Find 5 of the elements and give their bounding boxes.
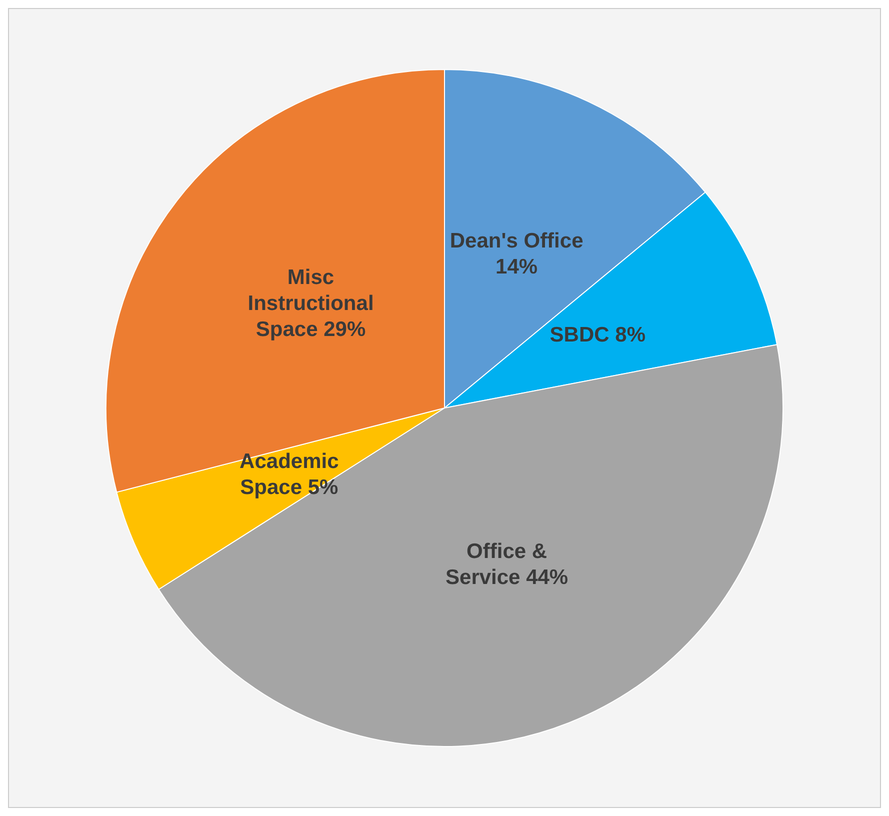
slice-label: Misc Instructional Space 29%: [248, 266, 374, 342]
slice-label: Office & Service 44%: [446, 540, 568, 590]
data-label: 14%: [496, 256, 538, 279]
slice-label: Dean's Office: [450, 230, 584, 253]
slice-label: SBDC 8%: [550, 324, 646, 347]
